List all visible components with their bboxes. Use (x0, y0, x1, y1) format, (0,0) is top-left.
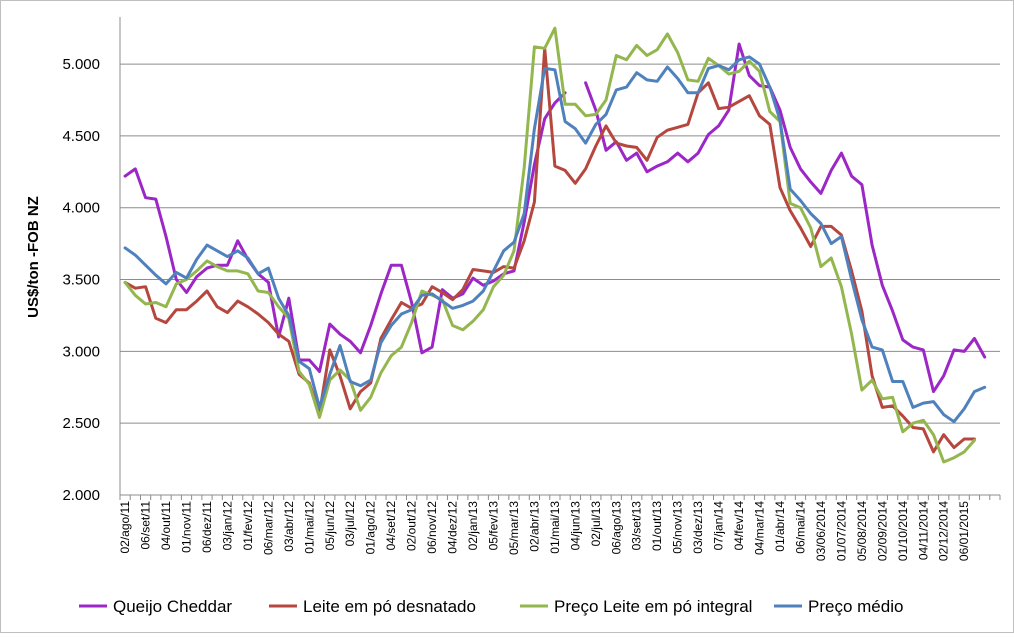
x-tick-label: 06/nov/12 (425, 501, 439, 554)
x-tick-label: 03/dez/13 (691, 501, 705, 554)
x-tick-label: 06/set/11 (139, 501, 153, 550)
x-tick-label: 02/12/2014 (937, 501, 951, 561)
x-tick-label: 01/07/2014 (834, 501, 848, 561)
y-tick-label: 3.500 (62, 272, 100, 289)
series-line-2 (123, 46, 976, 454)
y-tick-labels: 2.000 2.500 3.000 3.500 4.000 4.500 5.000 (62, 56, 100, 504)
x-tick-label: 04/fev/14 (732, 501, 746, 551)
legend-label: Queijo Cheddar (113, 597, 232, 616)
x-tick-label: 07/jan/14 (712, 501, 726, 551)
series-lines (123, 26, 987, 464)
x-tick-label: 01/10/2014 (896, 501, 910, 561)
x-tick-label: 03/jan/12 (220, 501, 234, 551)
x-tick-label: 05/fev/13 (486, 501, 500, 551)
x-tick-label: 06/mai/14 (793, 501, 807, 554)
series-line-4 (123, 55, 987, 424)
legend-label: Leite em pó desnatado (303, 597, 476, 616)
y-tick-label: 2.000 (62, 487, 100, 504)
legend: Queijo Cheddar Leite em pó desnatado Preço… (79, 597, 903, 616)
x-tick-label: 02/ago/11 (118, 501, 132, 554)
x-tick-label: 06/ago/13 (609, 501, 623, 555)
y-tick-label: 4.500 (62, 128, 100, 145)
x-tick-label: 05/jun/12 (323, 501, 337, 551)
x-tick-label: 02/out/12 (405, 501, 419, 551)
x-tick-label: 01/nov/11 (180, 501, 194, 553)
x-tick-label: 04/mar/14 (753, 501, 767, 555)
x-tick-label: 05/mar/13 (507, 501, 521, 555)
x-tick-label: 04/set/12 (384, 501, 398, 551)
x-tick-label: 05/08/2014 (855, 501, 869, 561)
y-tick-label: 3.000 (62, 343, 100, 360)
x-tick-label: 03/jul/12 (343, 501, 357, 547)
legend-label: Preço médio (808, 597, 903, 616)
x-tick-label: 01/mai/12 (302, 501, 316, 554)
axes (119, 17, 1001, 500)
x-tick-label: 05/nov/13 (671, 501, 685, 554)
x-tick-label: 04/11/2014 (916, 501, 930, 560)
x-tick-label: 01/ago/12 (364, 501, 378, 555)
x-tick-label: 04/dez/12 (446, 501, 460, 554)
x-tick-label: 01/abr/14 (773, 501, 787, 552)
x-tick-label: 01/mai/13 (548, 501, 562, 554)
x-tick-label: 01/fev/12 (241, 501, 255, 551)
x-tick-label: 04/out/11 (159, 501, 173, 550)
gridlines (120, 63, 1000, 424)
x-tick-label: 06/mar/12 (261, 501, 275, 555)
x-tick-label: 03/set/13 (630, 501, 644, 551)
x-tick-label: 03/06/2014 (814, 501, 828, 561)
series-line-1 (123, 42, 987, 394)
x-tick-label: 03/abr/12 (282, 501, 296, 552)
y-tick-label: 2.500 (62, 415, 100, 432)
x-tick-label: 06/dez/11 (200, 501, 214, 553)
series-line-3 (123, 26, 976, 464)
x-tick-label: 04/jun/13 (568, 501, 582, 551)
x-tick-labels: 02/ago/11 06/set/11 04/out/11 01/nov/11 06/d… (118, 501, 971, 561)
x-tick-label: 01/out/13 (650, 501, 664, 551)
x-tick-label: 06/01/2015 (957, 501, 971, 561)
x-tick-label: 02/jul/13 (589, 501, 603, 547)
y-tick-label: 5.000 (62, 56, 100, 73)
legend-label: Preço Leite em pó integral (554, 597, 752, 616)
y-tick-label: 4.000 (62, 200, 100, 217)
x-tick-label: 02/09/2014 (875, 501, 889, 561)
x-tick-label: 02/jan/13 (466, 501, 480, 551)
x-tick-label: 02/abr/13 (527, 501, 541, 552)
y-axis-title: US$/ton -FOB NZ (25, 196, 42, 318)
